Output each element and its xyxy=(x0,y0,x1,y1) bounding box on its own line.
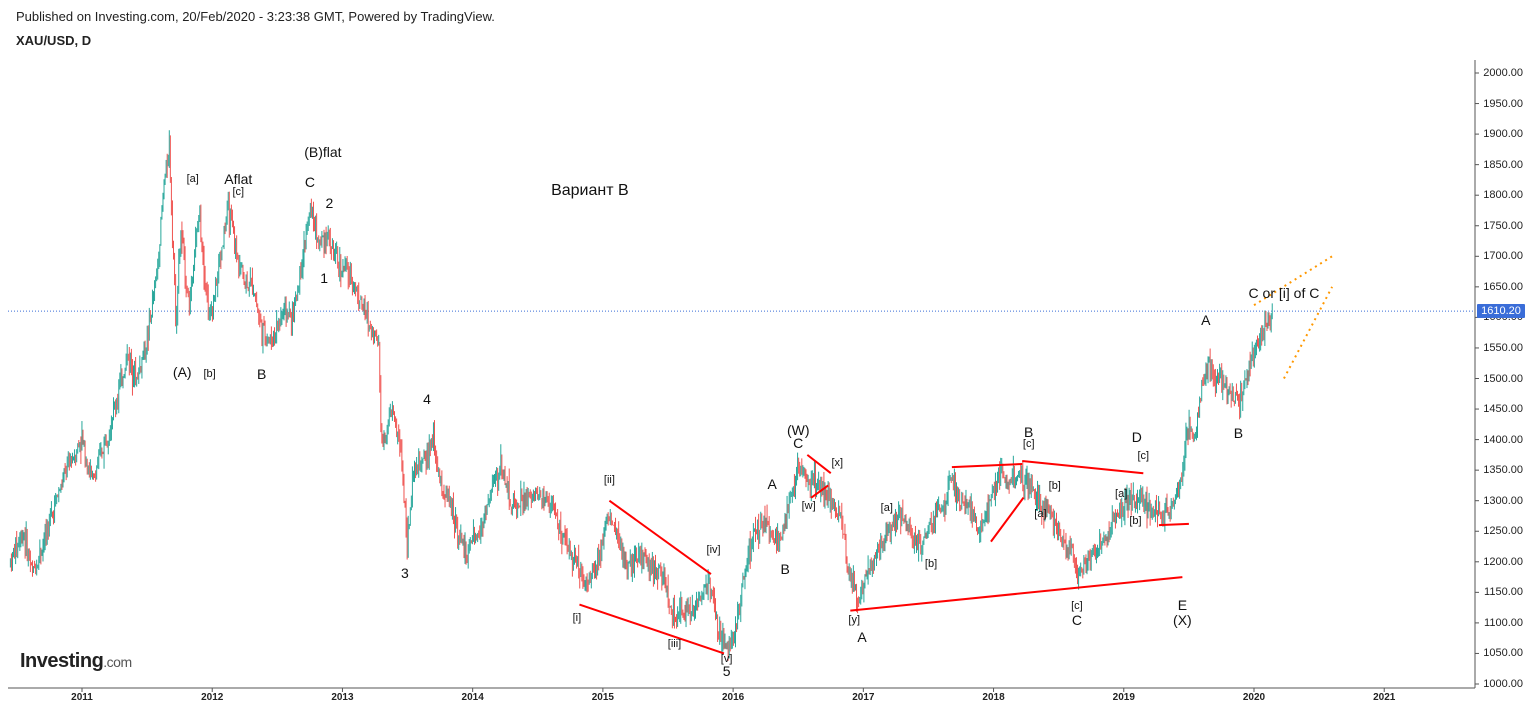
trendline xyxy=(1022,459,1144,475)
wave-label: C xyxy=(1071,611,1082,628)
trendline xyxy=(951,463,1023,469)
y-tick-label: 1500.00 xyxy=(1483,372,1523,385)
trendline xyxy=(608,499,712,575)
symbol-title: XAU/USD, D xyxy=(16,33,92,48)
wave-label: 5 xyxy=(722,663,731,680)
wave-label: C xyxy=(304,173,315,190)
y-tick-label: 1700.00 xyxy=(1483,250,1523,263)
wave-label: C xyxy=(793,434,804,451)
y-tick-label: 1000.00 xyxy=(1483,678,1523,690)
last-price-tag: 1610.20 xyxy=(1477,304,1525,319)
y-tick-label: 1450.00 xyxy=(1483,403,1523,416)
y-tick-label: 1650.00 xyxy=(1483,280,1523,293)
y-tick-label: 1400.00 xyxy=(1483,433,1523,446)
wave-label: [b] xyxy=(1129,515,1142,528)
wave-label: [b] xyxy=(924,558,938,571)
wave-label: [b] xyxy=(1048,480,1061,493)
wave-label: A xyxy=(767,475,777,492)
wave-label: [a] xyxy=(1115,487,1128,500)
wave-label: (X) xyxy=(1173,611,1192,628)
wave-label: B xyxy=(1024,423,1034,440)
y-tick-label: 1350.00 xyxy=(1483,464,1523,477)
wave-label: [w] xyxy=(801,499,816,512)
wave-label: A xyxy=(857,628,867,645)
x-tick-label: 2015 xyxy=(591,692,614,703)
y-tick-label: 1100.00 xyxy=(1484,616,1523,629)
x-tick-label: 2011 xyxy=(71,692,93,703)
y-tick-label: 2000.00 xyxy=(1483,67,1523,79)
wave-label: Вариант В xyxy=(551,181,629,199)
wave-label: [c] xyxy=(1022,437,1035,450)
wave-label: (W) xyxy=(786,421,810,438)
wave-label: E xyxy=(1177,597,1188,614)
wave-label: [c] xyxy=(1071,600,1083,613)
wave-label: [y] xyxy=(848,613,861,626)
wave-label: [i] xyxy=(572,612,582,624)
wave-label: [b] xyxy=(203,368,216,381)
wave-label: D xyxy=(1131,429,1142,446)
y-tick-label: 1900.00 xyxy=(1483,128,1523,141)
wave-label: [a] xyxy=(1034,508,1047,521)
wave-label: [iv] xyxy=(706,543,721,556)
y-tick-label: 1850.00 xyxy=(1483,158,1523,171)
wave-label: 3 xyxy=(401,564,409,581)
logo-name: Investing xyxy=(20,650,104,672)
investing-logo: Investing.com xyxy=(20,650,132,673)
wave-label: [ii] xyxy=(603,473,615,486)
wave-label: [iii] xyxy=(667,637,682,650)
trendline xyxy=(579,603,725,655)
x-tick-label: 2019 xyxy=(1112,692,1135,703)
wave-label: B xyxy=(1233,424,1244,441)
x-tick-label: 2016 xyxy=(721,692,745,703)
wave-label: [x] xyxy=(831,456,844,469)
published-note: Published on Investing.com, 20/Feb/2020 … xyxy=(16,9,495,24)
x-tick-label: 2017 xyxy=(852,692,875,703)
wave-label: A xyxy=(1201,312,1211,329)
wave-label: 4 xyxy=(423,391,431,408)
wave-label: C or [i] of C xyxy=(1248,284,1320,301)
x-tick-label: 2020 xyxy=(1242,692,1266,703)
wave-label: [c] xyxy=(232,185,245,198)
y-tick-label: 1750.00 xyxy=(1483,219,1523,232)
y-tick-label: 1950.00 xyxy=(1483,97,1523,110)
wave-label: (A) xyxy=(172,364,192,381)
y-tick-label: 1200.00 xyxy=(1483,555,1523,568)
y-tick-label: 1250.00 xyxy=(1483,525,1523,538)
trendline xyxy=(806,454,832,474)
trendline xyxy=(1158,522,1189,527)
y-tick-label: 1300.00 xyxy=(1483,494,1523,507)
x-tick-label: 2018 xyxy=(982,692,1005,703)
x-tick-label: 2013 xyxy=(331,692,354,703)
y-tick-label: 1800.00 xyxy=(1483,189,1523,202)
wave-label: [v] xyxy=(720,652,733,665)
x-tick-label: 2012 xyxy=(201,692,224,703)
logo-domain: .com xyxy=(103,654,132,670)
wave-label: B xyxy=(257,365,267,382)
wave-label: (B)flat xyxy=(304,144,342,161)
wave-label: B xyxy=(780,561,790,578)
wave-label: [a] xyxy=(880,502,893,515)
x-tick-label: 2021 xyxy=(1373,692,1396,703)
y-tick-label: 1050.00 xyxy=(1483,647,1523,660)
wave-label: 2 xyxy=(325,195,334,212)
wave-label: Aflat xyxy=(224,170,253,187)
x-tick-label: 2014 xyxy=(461,692,484,703)
wave-label: [c] xyxy=(1137,450,1150,463)
trendline xyxy=(990,497,1025,543)
y-tick-label: 1150.00 xyxy=(1484,586,1523,599)
trendline xyxy=(850,576,1183,612)
trendline xyxy=(810,484,829,499)
wave-label: 1 xyxy=(320,269,329,286)
wave-label: [a] xyxy=(186,172,199,185)
y-tick-label: 1550.00 xyxy=(1483,341,1523,354)
